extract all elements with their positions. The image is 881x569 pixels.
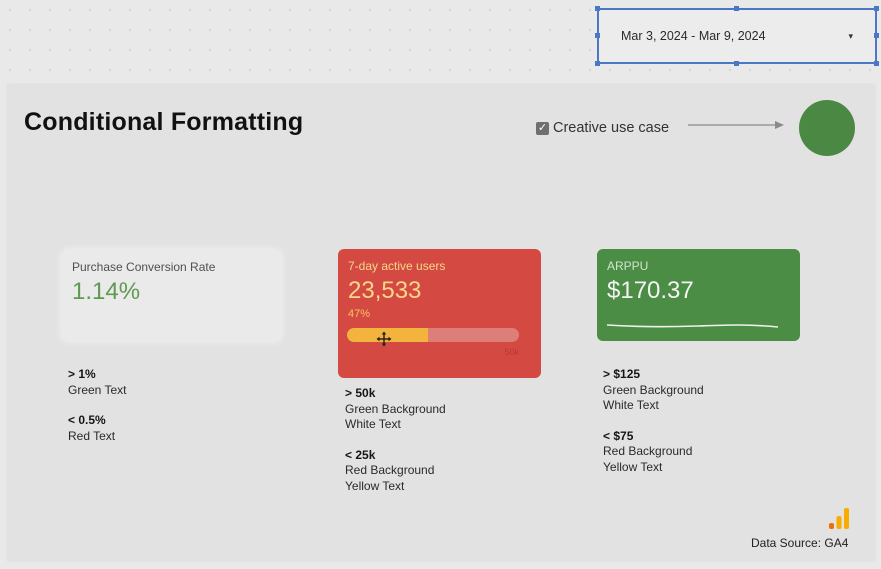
resize-handle[interactable]: [874, 33, 879, 38]
format-rule: > 50k Green Background White Text: [345, 386, 446, 433]
rule-format: Red Background: [603, 444, 693, 458]
resize-handle[interactable]: [595, 6, 600, 11]
scorecard-label: ARPPU: [607, 259, 649, 273]
rule-condition: > 1%: [68, 367, 96, 381]
chevron-down-icon[interactable]: ▾: [848, 30, 853, 41]
scorecard-value: $170.37: [607, 277, 694, 304]
rule-condition: < 0.5%: [68, 413, 106, 427]
progress-max-label: 50k: [504, 347, 519, 357]
scorecard-delta: 47%: [348, 308, 371, 320]
rule-format: Yellow Text: [345, 478, 405, 493]
creative-use-case-toggle[interactable]: ✓ Creative use case: [536, 120, 669, 136]
scorecard-label: 7-day active users: [348, 259, 446, 273]
status-indicator-circle: [799, 100, 855, 156]
format-rule: < $75 Red Background Yellow Text: [603, 429, 704, 476]
scorecard-label: Purchase Conversion Rate: [72, 260, 216, 274]
rule-condition: < $75: [603, 428, 634, 443]
arrow-right-icon: [688, 121, 784, 129]
rule-format: Green Background: [603, 382, 704, 397]
sparkline: [607, 324, 779, 328]
scorecard-arppu[interactable]: ARPPU $170.37: [597, 249, 800, 341]
rules-active-users: > 50k Green Background White Text < 25k Red …: [345, 386, 446, 509]
rule-condition: > $125: [603, 367, 641, 381]
rules-arppu: > $125 Green Background White Text < $75 Red…: [603, 367, 704, 490]
rule-condition: < 25k: [345, 447, 376, 462]
rule-format: Green Text: [68, 382, 127, 397]
resize-handle[interactable]: [874, 61, 879, 66]
format-rule: > 1% Green Text: [68, 367, 126, 398]
page-title: Conditional Formatting: [24, 108, 304, 136]
report-panel: Conditional Formatting ✓ Creative use ca…: [7, 84, 875, 561]
progress-fill: [347, 328, 428, 342]
scorecard-value: 1.14%: [72, 278, 141, 305]
rule-format: White Text: [345, 417, 401, 431]
scorecard-7-day-active-users[interactable]: 7-day active users 23,533 47% 50k: [338, 249, 541, 378]
scorecard-value: 23,533: [348, 277, 422, 304]
rules-conversion: > 1% Green Text < 0.5% Red Text: [68, 367, 126, 459]
rule-format: Red Text: [68, 428, 116, 443]
move-cursor-icon: [376, 331, 392, 347]
resize-handle[interactable]: [595, 33, 600, 38]
format-rule: < 0.5% Red Text: [68, 413, 126, 444]
rule-condition: > 50k: [345, 386, 376, 400]
date-range-value: Mar 3, 2024 - Mar 9, 2024: [621, 29, 766, 43]
ga4-logo-icon: [829, 508, 849, 529]
rule-format: Green Background: [345, 401, 446, 416]
scorecard-purchase-conversion-rate[interactable]: Purchase Conversion Rate 1.14%: [62, 250, 281, 341]
resize-handle[interactable]: [874, 6, 879, 11]
checkbox[interactable]: ✓: [536, 121, 549, 135]
date-range-control[interactable]: Mar 3, 2024 - Mar 9, 2024 ▾: [595, 6, 879, 66]
resize-handle[interactable]: [595, 61, 600, 66]
progress-bar: [347, 328, 519, 342]
rule-format: Yellow Text: [603, 459, 663, 474]
checkbox-label: Creative use case: [553, 120, 670, 136]
resize-handle[interactable]: [734, 6, 739, 11]
rule-format: White Text: [603, 398, 659, 412]
format-rule: < 25k Red Background Yellow Text: [345, 448, 446, 495]
resize-handle[interactable]: [734, 61, 739, 66]
format-rule: > $125 Green Background White Text: [603, 367, 704, 414]
data-source-label: Data Source: GA4: [751, 536, 849, 550]
rule-format: Red Background: [345, 463, 435, 477]
